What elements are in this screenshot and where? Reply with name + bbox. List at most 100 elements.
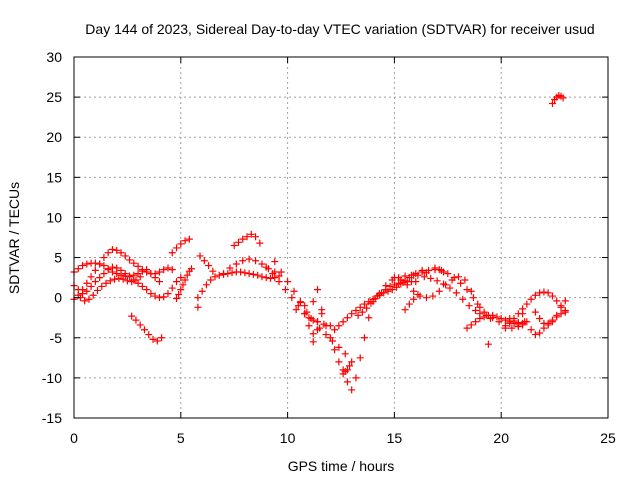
data-point: [318, 310, 326, 318]
data-point: [363, 304, 371, 312]
y-tick-label: -15: [42, 410, 62, 426]
data-point: [452, 289, 460, 297]
data-point: [121, 252, 129, 260]
data-point: [173, 244, 181, 252]
x-tick-label: 0: [70, 430, 78, 446]
data-point: [181, 237, 189, 245]
data-point: [74, 265, 82, 273]
data-point: [393, 283, 401, 291]
data-point: [130, 271, 138, 279]
x-tick-label: 20: [493, 430, 509, 446]
data-point: [183, 271, 191, 279]
data-point: [230, 242, 238, 250]
data-point: [343, 378, 351, 386]
data-point: [194, 303, 202, 311]
data-point: [296, 298, 304, 306]
data-point: [360, 334, 368, 342]
data-point: [463, 324, 471, 332]
data-point: [472, 307, 480, 315]
data-point: [245, 255, 253, 263]
data-point: [446, 284, 454, 292]
data-point: [557, 310, 565, 318]
data-point: [536, 289, 544, 297]
data-point: [173, 294, 181, 302]
data-point: [83, 287, 91, 295]
data-point: [380, 289, 388, 297]
data-point: [185, 235, 193, 243]
data-point: [450, 274, 458, 282]
data-point: [258, 273, 266, 281]
data-point: [401, 272, 409, 280]
data-point: [151, 270, 159, 278]
data-point: [232, 260, 240, 268]
y-tick-label: 15: [46, 169, 62, 185]
data-point: [407, 271, 415, 279]
data-point: [427, 274, 435, 282]
y-tick-label: -5: [50, 330, 63, 346]
series-arc-19: [339, 362, 354, 378]
series-arc-5: [128, 312, 166, 345]
y-tick-label: 0: [54, 290, 62, 306]
data-point: [348, 358, 356, 366]
data-point: [136, 321, 144, 329]
data-point: [81, 297, 89, 305]
data-point: [149, 335, 157, 343]
data-point: [239, 257, 247, 265]
data-point: [348, 310, 356, 318]
data-point: [155, 278, 163, 286]
data-point: [177, 286, 185, 294]
data-point: [96, 260, 104, 268]
data-point: [91, 278, 99, 286]
data-point: [305, 314, 313, 322]
data-point: [151, 292, 159, 300]
data-point: [145, 331, 153, 339]
data-point: [143, 286, 151, 294]
data-point: [365, 314, 373, 322]
series-arc-8: [194, 268, 283, 302]
data-point: [339, 318, 347, 326]
data-point: [301, 302, 309, 310]
data-point: [531, 291, 539, 299]
data-point: [288, 294, 296, 302]
data-point: [113, 270, 121, 278]
data-point: [375, 290, 383, 298]
series-arc-31: [501, 288, 569, 332]
data-point: [508, 324, 516, 332]
data-point: [168, 266, 176, 274]
data-point: [205, 262, 213, 270]
data-point: [414, 290, 422, 298]
data-point: [177, 240, 185, 248]
data-point: [100, 254, 108, 262]
x-tick-label: 10: [280, 430, 296, 446]
data-point: [160, 293, 168, 301]
data-point: [429, 292, 437, 300]
x-axis-ticks: 0 5 10 15 20 25: [70, 57, 616, 446]
data-point: [431, 264, 439, 272]
data-point: [459, 295, 467, 303]
data-point: [202, 281, 210, 289]
data-point: [93, 286, 101, 294]
data-point: [119, 275, 127, 283]
data-point: [506, 319, 514, 327]
series-arc-13: [262, 263, 334, 330]
series-arc-26: [431, 264, 448, 276]
series-arc-17: [309, 286, 322, 306]
data-point: [412, 278, 420, 286]
data-point: [495, 318, 503, 326]
data-point: [100, 262, 108, 270]
data-point: [128, 312, 136, 320]
plot-frame: [73, 56, 609, 419]
x-tick-label: 25: [600, 430, 616, 446]
series-arc-10: [194, 303, 202, 311]
data-point: [123, 277, 131, 285]
data-point: [209, 267, 217, 275]
data-point: [331, 326, 339, 334]
y-axis-ticks: -15 -10 -5 0 5 10 15 20 25 30: [42, 49, 608, 426]
data-point: [352, 307, 360, 315]
data-point: [117, 249, 125, 257]
grid: [74, 57, 608, 418]
data-point: [254, 271, 262, 279]
data-point: [267, 274, 275, 282]
data-point: [331, 346, 339, 354]
